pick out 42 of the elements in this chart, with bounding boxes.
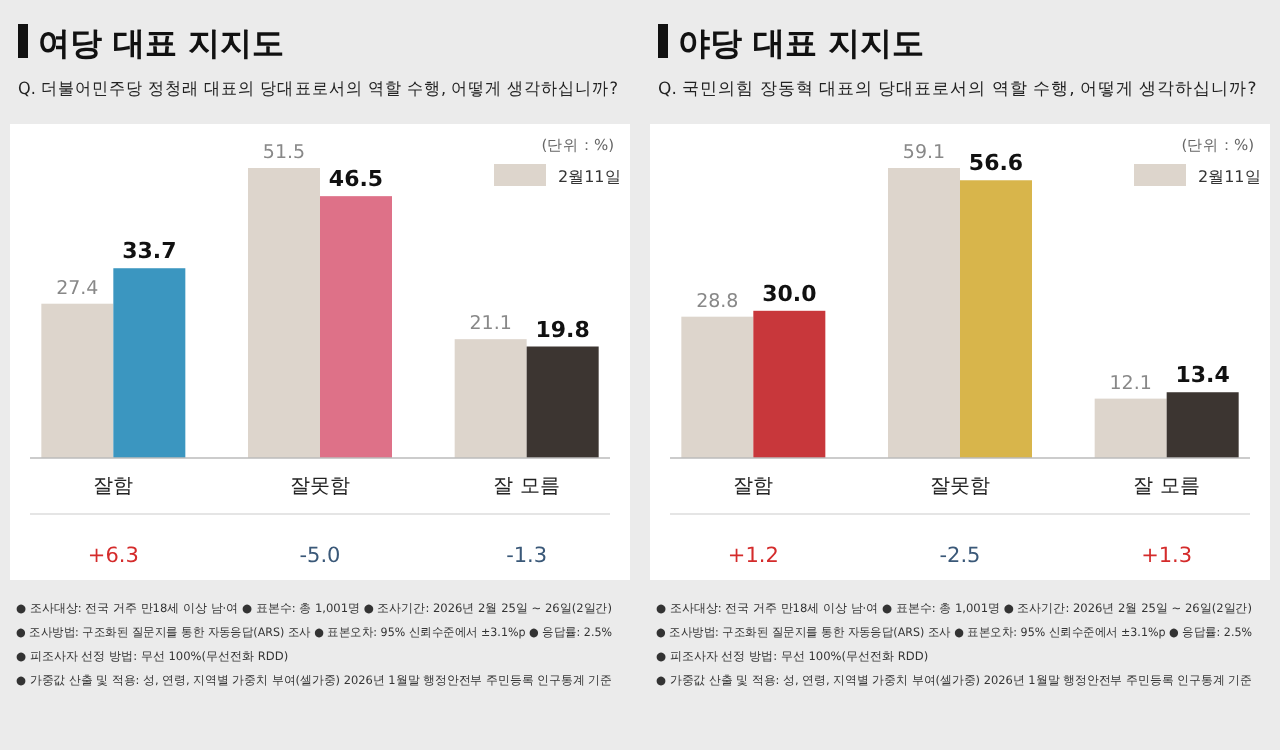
data-label: 12.1 <box>1109 372 1152 395</box>
chart-subtitle: Q. 더불어민주당 정청래 대표의 당대표로서의 역할 수행, 어떻게 생각하십니까? <box>18 80 653 100</box>
data-label: 21.1 <box>469 313 512 336</box>
text: +1.3 <box>1141 544 1193 568</box>
bar <box>526 346 599 458</box>
bar <box>454 339 527 458</box>
text: -2.5 <box>939 544 981 568</box>
x-tick-label: 잘함 <box>733 476 774 498</box>
x-tick-label: 잘 모름 <box>493 476 560 498</box>
x-tick-label: 잘못함 <box>290 476 350 498</box>
bar <box>320 196 392 458</box>
x-tick-label: 잘함 <box>93 476 134 498</box>
legend-label: 2월11일 <box>558 168 621 186</box>
bar <box>1094 398 1167 458</box>
chart-title: 여당 대표 지지도 <box>38 24 285 62</box>
data-label: 28.8 <box>696 290 739 313</box>
data-label: 46.5 <box>328 166 384 193</box>
text: +1.2 <box>727 544 779 568</box>
data-label: 51.5 <box>262 142 306 164</box>
chart-subtitle: Q. 국민의힘 장동혁 대표의 당대표로서의 역할 수행, 어떻게 생각하십니까? <box>658 80 1257 100</box>
data-label: 59.1 <box>902 142 946 164</box>
bar <box>681 316 754 458</box>
text: -1.3 <box>506 544 548 568</box>
x-tick-label: 잘 모름 <box>1133 476 1200 498</box>
data-label: 56.6 <box>968 150 1024 177</box>
data-label: 13.4 <box>1175 362 1231 389</box>
bar <box>248 168 320 458</box>
x-tick-label: 잘못함 <box>930 476 990 498</box>
bar <box>41 303 114 458</box>
text: -5.0 <box>299 544 341 568</box>
bar <box>1166 392 1239 458</box>
data-label: 19.8 <box>535 316 590 343</box>
bar <box>960 180 1032 458</box>
text: +6.3 <box>87 544 139 568</box>
data-label: 30.0 <box>762 280 818 307</box>
data-label: 27.4 <box>56 277 99 300</box>
data-label: 33.7 <box>122 238 177 265</box>
bar <box>113 268 186 458</box>
chart-title: 야당 대표 지지도 <box>678 24 925 62</box>
bar <box>753 310 826 458</box>
legend-label: 2월11일 <box>1198 168 1261 186</box>
bar <box>888 168 960 458</box>
